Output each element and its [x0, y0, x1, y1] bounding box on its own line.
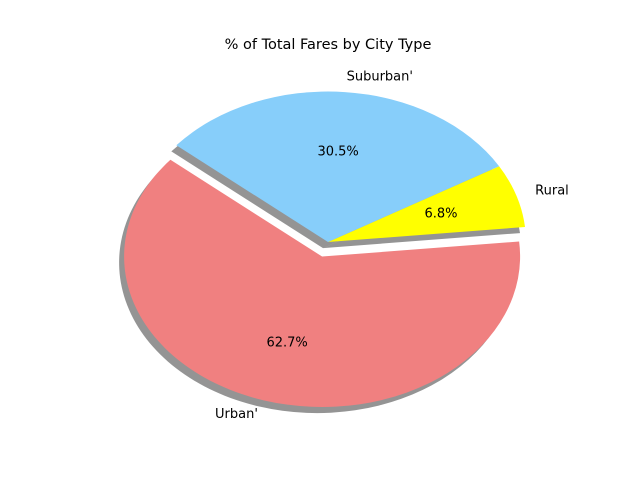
slice-label-rural: Rural — [535, 183, 569, 198]
chart-title: % of Total Fares by City Type — [225, 37, 432, 53]
pct-label-rural: 6.8% — [424, 207, 457, 222]
pie-slice-urban — [124, 159, 521, 408]
pct-label-suburban: 30.5% — [317, 145, 358, 160]
pie-slices — [124, 91, 526, 408]
pie-slice-rural — [328, 166, 526, 242]
pct-label-urban: 62.7% — [266, 335, 307, 350]
pie-labels: Urban' 62.7% Rural 6.8% Suburban' 30.5% — [215, 70, 569, 423]
slice-label-suburban: Suburban' — [347, 70, 413, 85]
pie-slice-suburban — [176, 91, 500, 242]
slice-label-urban: Urban' — [215, 407, 258, 422]
